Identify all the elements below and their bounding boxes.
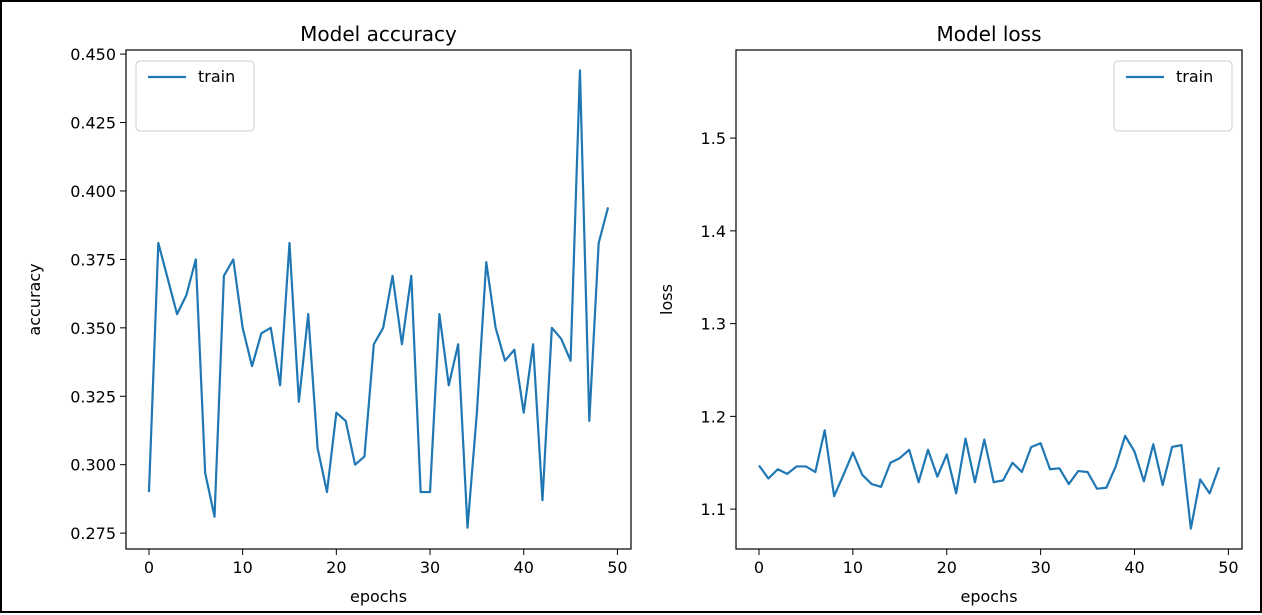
x-tick-label: 40 — [514, 558, 534, 577]
x-tick-label: 30 — [420, 558, 440, 577]
series-line-1 — [147, 69, 610, 529]
y-tick-label: 0.350 — [70, 319, 116, 338]
y-tick-label: 1.3 — [701, 315, 726, 334]
x-tick-label: 20 — [937, 558, 957, 577]
y-tick-label: 0.450 — [70, 45, 116, 64]
x-tick-label: 50 — [1218, 558, 1238, 577]
y-tick-label: 0.275 — [70, 524, 116, 543]
legend-box — [1113, 60, 1233, 132]
y-tick-label: 0.425 — [70, 114, 116, 133]
x-axis-label: epochs — [960, 587, 1017, 606]
x-tick-label: 0 — [144, 558, 154, 577]
chart-title: Model accuracy — [300, 22, 457, 46]
plot-area-frame — [735, 49, 1243, 550]
legend-box — [135, 60, 255, 132]
y-tick-label: 0.375 — [70, 250, 116, 269]
y-tick-label: 1.1 — [701, 500, 726, 519]
plot-area-frame — [125, 49, 632, 550]
x-tick-label: 50 — [607, 558, 627, 577]
x-tick-label: 10 — [232, 558, 252, 577]
y-tick-label: 0.300 — [70, 456, 116, 475]
legend: train — [135, 60, 255, 132]
chart-title: Model loss — [936, 22, 1041, 46]
chart-panel-2: Model loss 0 10 20 30 40 50 1.1 1.2 1.3 1.4 1.5 epoc… — [657, 22, 1243, 606]
x-tick-label: 0 — [754, 558, 764, 577]
series-line-1 — [758, 429, 1221, 530]
x-tick-label: 40 — [1124, 558, 1144, 577]
y-tick-label: 1.4 — [701, 222, 726, 241]
chart-panel-1: Model accuracy 0 10 20 30 40 50 0.275 0.300 0.325… — [25, 22, 632, 606]
y-tick-label: 1.5 — [701, 129, 726, 148]
x-tick-label: 30 — [1030, 558, 1050, 577]
y-tick-label: 1.2 — [701, 407, 726, 426]
x-tick-label: 10 — [843, 558, 863, 577]
y-axis-label: accuracy — [25, 263, 44, 335]
y-tick-label: 0.400 — [70, 182, 116, 201]
x-tick-label: 20 — [326, 558, 346, 577]
y-axis-label: loss — [657, 284, 676, 315]
legend: train — [1113, 60, 1233, 132]
legend-label: train — [1176, 67, 1213, 86]
y-tick-label: 0.325 — [70, 387, 116, 406]
x-axis-label: epochs — [350, 587, 407, 606]
legend-label: train — [198, 67, 235, 86]
